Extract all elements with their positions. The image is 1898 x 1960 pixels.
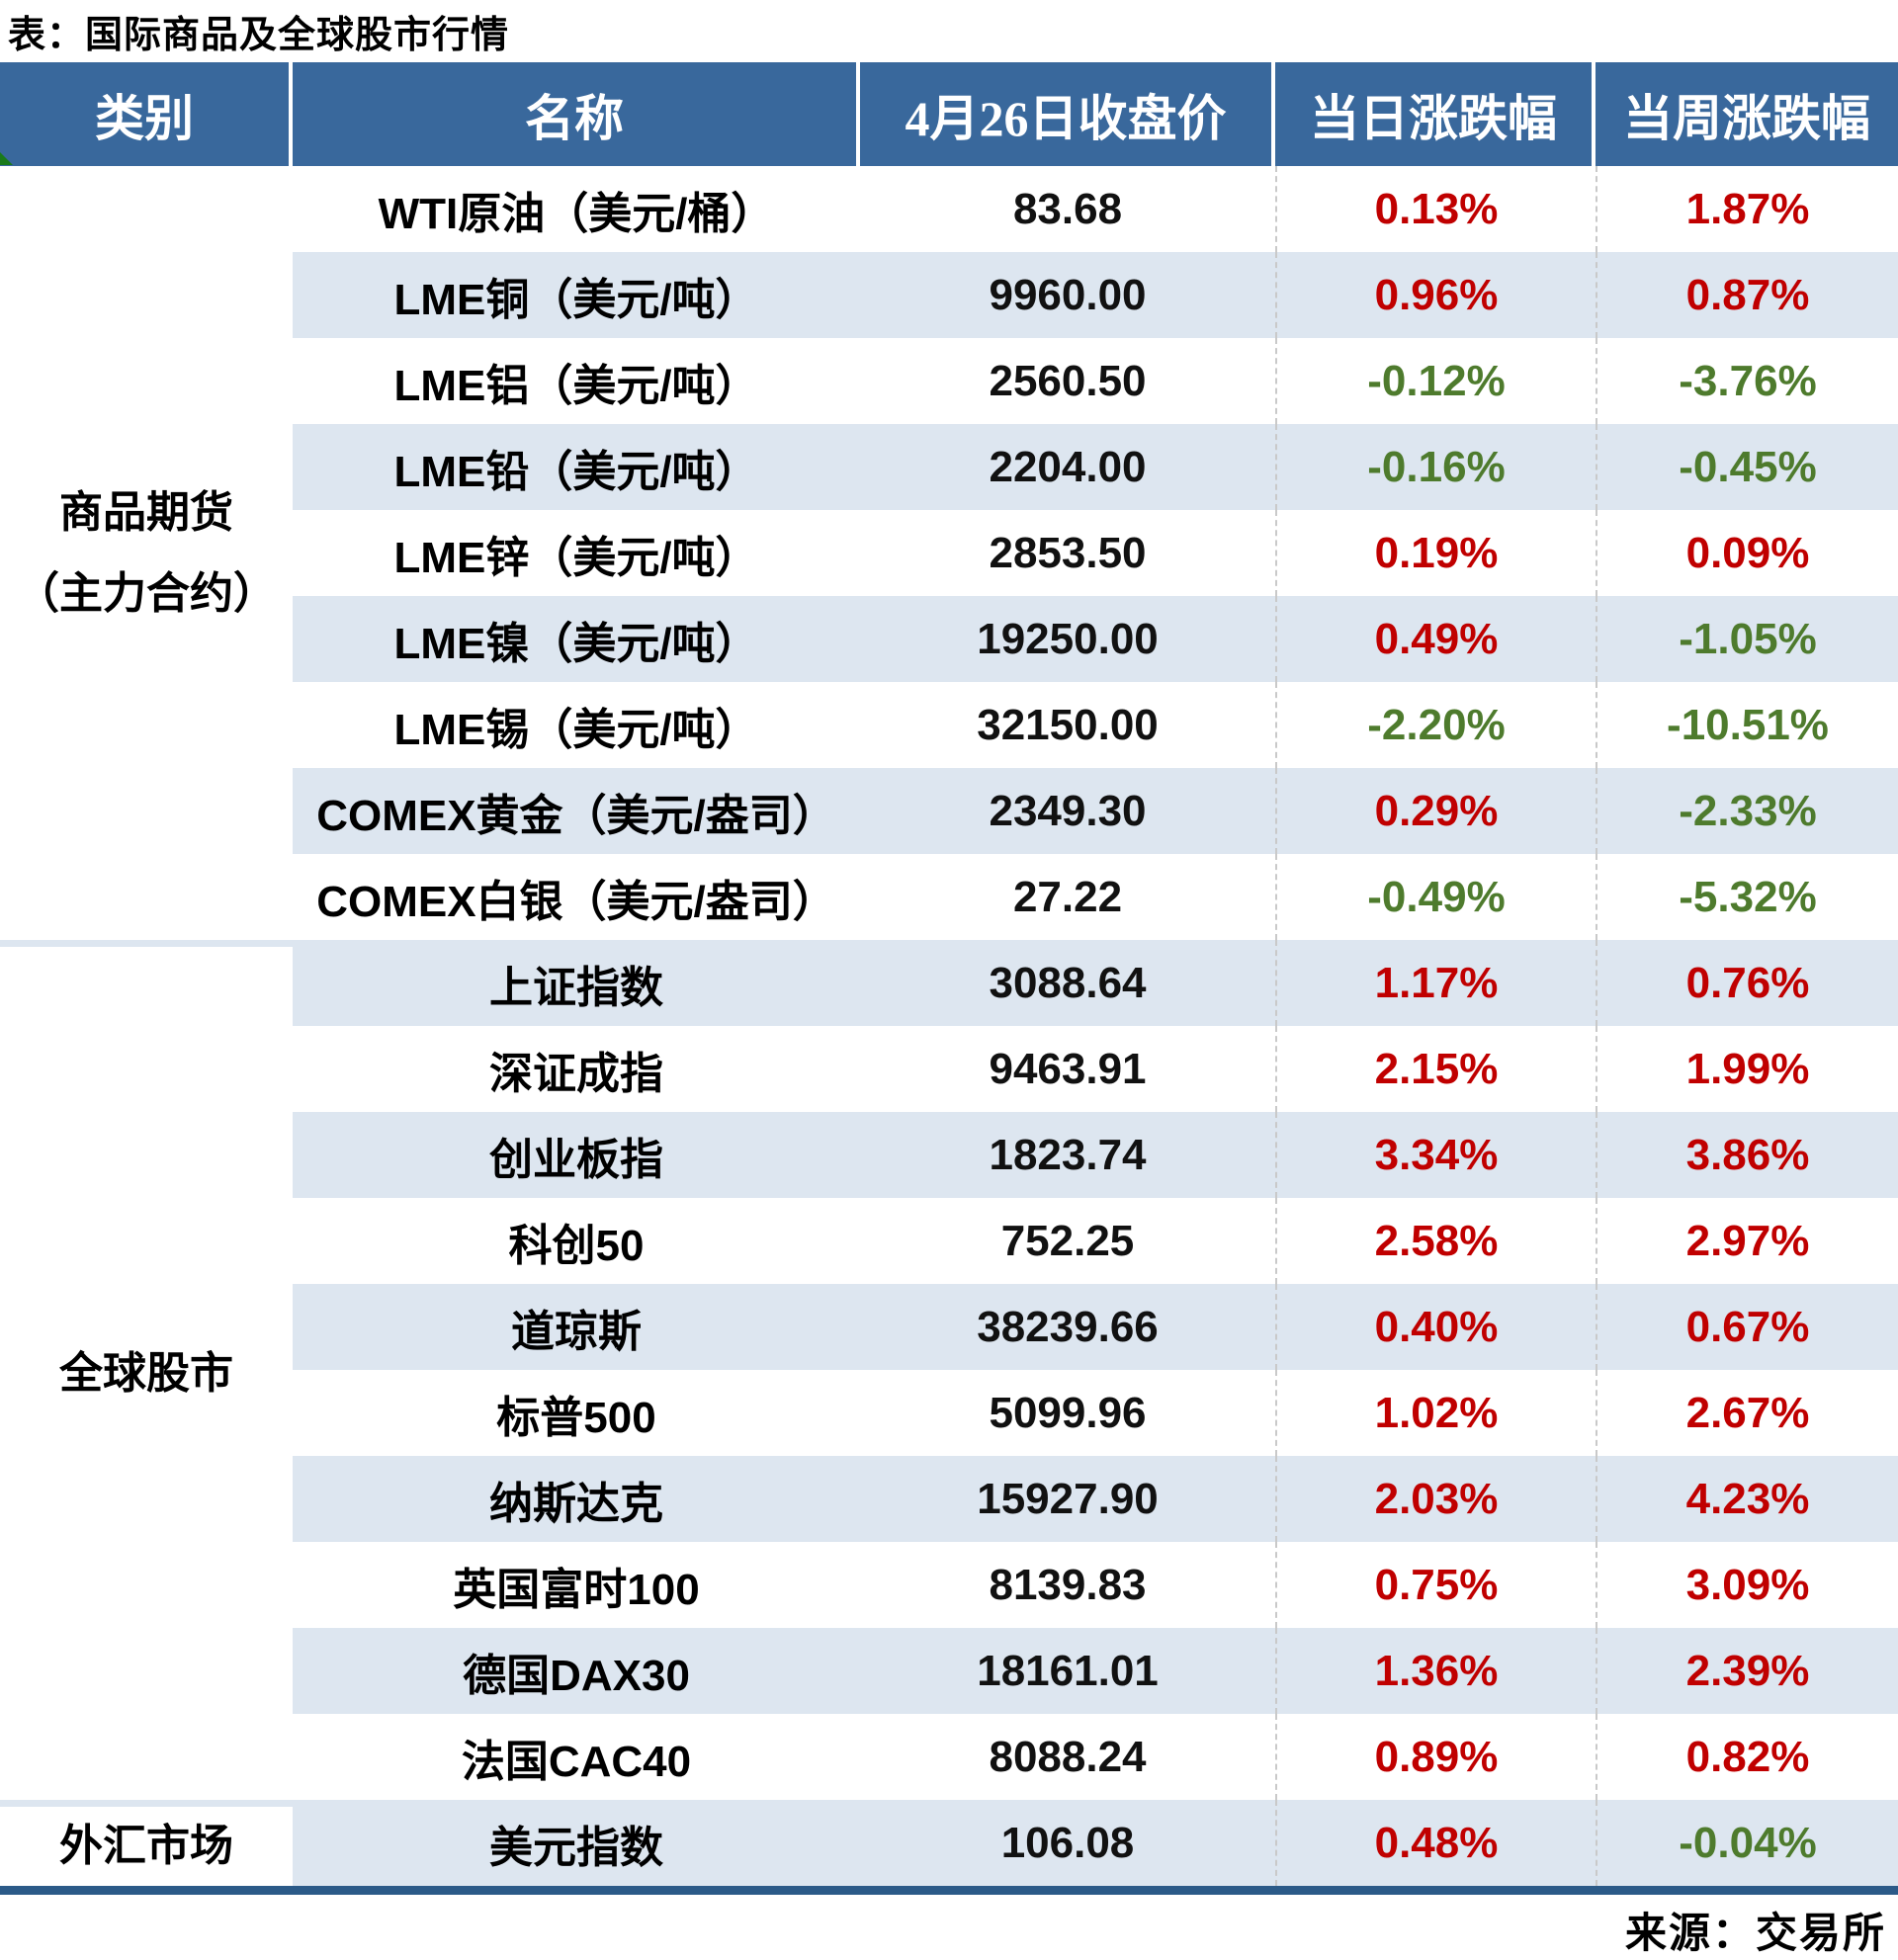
daily-change-cell: 0.29% (1275, 768, 1596, 854)
close-price-cell: 38239.66 (860, 1284, 1275, 1370)
close-price-cell: 106.08 (860, 1800, 1275, 1886)
weekly-change-cell: 4.23% (1596, 1456, 1898, 1542)
daily-change-cell: 0.13% (1275, 166, 1596, 252)
instrument-name-cell: WTI原油（美元/桶） (378, 189, 775, 238)
instrument-name-cell: LME镍（美元/吨） (293, 596, 860, 682)
close-price-cell: 2853.50 (989, 528, 1147, 577)
weekly-change-cell: 2.97% (1596, 1198, 1898, 1284)
instrument-name-cell: 创业板指 (293, 1112, 860, 1198)
instrument-name-cell: 科创50 (508, 1221, 645, 1270)
instrument-name-cell: LME铝（美元/吨） (393, 361, 759, 410)
table-header-row: 类别 名称 4月26日收盘价 当日涨跌幅 当周涨跌幅 (0, 62, 1898, 166)
close-price-cell: 2204.00 (860, 424, 1275, 510)
close-price-cell: 1823.74 (860, 1112, 1275, 1198)
daily-change-cell: -0.16% (1275, 424, 1596, 510)
instrument-name-cell: LME铜（美元/吨） (293, 252, 860, 338)
table-body: 商品期货 （主力合约） WTI原油（美元/桶） 83.68 0.13% 1.87% LME铜… (0, 166, 1898, 1895)
header-name: 名称 (293, 62, 860, 166)
instrument-name-cell: 美元指数 (293, 1800, 860, 1886)
source-note: 来源：交易所 (1624, 1910, 1886, 1956)
close-price-cell: 2560.50 (989, 356, 1147, 405)
close-price-cell: 3088.64 (860, 940, 1275, 1026)
header-close-price: 4月26日收盘价 (860, 62, 1275, 166)
daily-change-cell: 1.17% (1275, 940, 1596, 1026)
instrument-name-cell: 标普500 (496, 1393, 656, 1442)
close-price-cell: 5099.96 (989, 1388, 1147, 1437)
weekly-change-cell: 1.87% (1596, 166, 1898, 252)
weekly-change-cell: 0.76% (1596, 940, 1898, 1026)
instrument-name-cell: COMEX白银（美元/盎司） (316, 877, 836, 926)
instrument-name-cell: LME锡（美元/吨） (393, 705, 759, 754)
close-price-cell: 27.22 (1012, 872, 1123, 921)
weekly-change-cell: -1.05% (1596, 596, 1898, 682)
close-price-cell: 8088.24 (989, 1732, 1147, 1781)
daily-change-cell: 0.89% (1275, 1714, 1596, 1800)
category-cell: 全球股市 (0, 940, 293, 1800)
weekly-change-cell: -2.33% (1596, 768, 1898, 854)
weekly-change-cell: -3.76% (1596, 338, 1898, 424)
close-price-cell: 83.68 (1012, 184, 1123, 233)
daily-change-cell: 0.96% (1275, 252, 1596, 338)
daily-change-cell: -0.12% (1275, 338, 1596, 424)
daily-change-cell: 0.19% (1275, 510, 1596, 596)
header-daily-change: 当日涨跌幅 (1275, 62, 1596, 166)
weekly-change-cell: 0.82% (1596, 1714, 1898, 1800)
weekly-change-cell: 1.99% (1596, 1026, 1898, 1112)
instrument-name-cell: 深证成指 (489, 1049, 663, 1098)
market-data-table: 类别 名称 4月26日收盘价 当日涨跌幅 当周涨跌幅 商品期货 （主力合约） WTI… (0, 62, 1898, 1895)
close-price-cell: 15927.90 (860, 1456, 1275, 1542)
daily-change-cell: 2.15% (1275, 1026, 1596, 1112)
weekly-change-cell: 3.86% (1596, 1112, 1898, 1198)
header-weekly-change: 当周涨跌幅 (1623, 90, 1870, 146)
daily-change-cell: 1.02% (1275, 1370, 1596, 1456)
page-title: 表：国际商品及全球股市行情 (8, 15, 510, 56)
weekly-change-cell: -5.32% (1596, 854, 1898, 940)
daily-change-cell: 0.49% (1275, 596, 1596, 682)
daily-change-cell: 0.75% (1275, 1542, 1596, 1628)
instrument-name-cell: 德国DAX30 (293, 1628, 860, 1714)
close-price-cell: 19250.00 (860, 596, 1275, 682)
weekly-change-cell: 2.39% (1596, 1628, 1898, 1714)
instrument-name-cell: 英国富时100 (453, 1565, 700, 1614)
close-price-cell: 752.25 (1000, 1216, 1135, 1265)
weekly-change-cell: 0.87% (1596, 252, 1898, 338)
green-corner-marker (0, 152, 13, 165)
weekly-change-cell: -0.45% (1596, 424, 1898, 510)
close-price-cell: 9960.00 (860, 252, 1275, 338)
category-cell: 商品期货 （主力合约） (0, 166, 293, 940)
weekly-change-cell: -10.51% (1596, 682, 1898, 768)
close-price-cell: 9463.91 (989, 1044, 1147, 1093)
daily-change-cell: 0.48% (1275, 1800, 1596, 1886)
close-price-cell: 18161.01 (860, 1628, 1275, 1714)
daily-change-cell: -2.20% (1275, 682, 1596, 768)
weekly-change-cell: 3.09% (1596, 1542, 1898, 1628)
daily-change-cell: -0.49% (1275, 854, 1596, 940)
weekly-change-cell: 2.67% (1596, 1370, 1898, 1456)
close-price-cell: 2349.30 (860, 768, 1275, 854)
close-price-cell: 8139.83 (989, 1560, 1147, 1609)
instrument-name-cell: 法国CAC40 (461, 1737, 692, 1786)
daily-change-cell: 2.03% (1275, 1456, 1596, 1542)
instrument-name-cell: COMEX黄金（美元/盎司） (293, 768, 860, 854)
weekly-change-cell: 0.67% (1596, 1284, 1898, 1370)
weekly-change-cell: 0.09% (1596, 510, 1898, 596)
instrument-name-cell: 纳斯达克 (293, 1456, 860, 1542)
daily-change-cell: 0.40% (1275, 1284, 1596, 1370)
daily-change-cell: 3.34% (1275, 1112, 1596, 1198)
category-cell: 外汇市场 (0, 1800, 293, 1886)
instrument-name-cell: 上证指数 (293, 940, 860, 1026)
close-price-cell: 32150.00 (977, 700, 1159, 749)
header-category: 类别 (0, 62, 293, 166)
instrument-name-cell: LME铅（美元/吨） (293, 424, 860, 510)
daily-change-cell: 2.58% (1275, 1198, 1596, 1284)
weekly-change-cell: -0.04% (1596, 1800, 1898, 1886)
instrument-name-cell: LME锌（美元/吨） (393, 533, 759, 582)
daily-change-cell: 1.36% (1275, 1628, 1596, 1714)
instrument-name-cell: 道琼斯 (293, 1284, 860, 1370)
